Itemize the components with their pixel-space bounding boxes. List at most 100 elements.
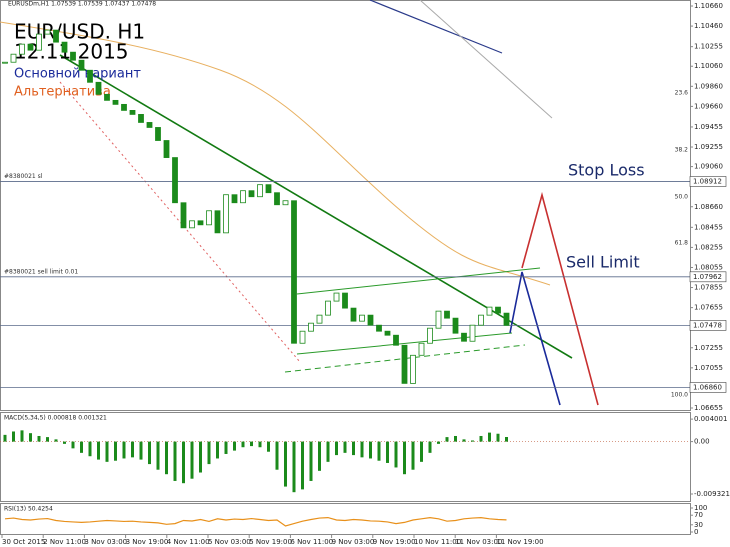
candle [316,314,323,324]
candle [384,330,391,336]
y-tick-label: 1.08055 [694,263,723,271]
level-label: 1.08912 [693,177,722,185]
fib-label: 61.8 [675,240,689,247]
macd-bar [29,433,32,442]
macd-bar [173,441,177,481]
candle [435,310,442,329]
macd-bar [156,441,160,470]
level-box [689,320,727,331]
candle [172,157,178,204]
macd-bar [207,441,211,465]
y-tick-label: 1.09660 [694,102,723,110]
main-scenario-label: Основной вариант [14,67,141,82]
macd-bar [377,441,381,461]
header: EURUSDm,H1 1.07539 1.07539 1.07437 1.074… [8,1,156,8]
candle [469,324,476,342]
y-tick-label: 0 [694,528,698,536]
level-name: #8380021 sell limit 0.01 [4,268,78,275]
alternative-label: Альтернатива [14,85,111,100]
candle [70,51,76,61]
y-tick-label: 1.09455 [694,123,723,131]
channel-line [296,332,513,355]
candle [206,210,212,226]
candle [342,292,348,309]
candle [495,306,501,314]
macd-bar [386,441,389,463]
x-tick-label: 30 Oct 2015 [2,538,45,546]
candle [10,53,17,63]
macd-bar [216,441,219,459]
sell-limit-label: Sell Limit [566,253,640,272]
candle [265,184,272,194]
candle [274,192,280,206]
y-tick-label: 1.09060 [694,163,723,171]
macd-bar [241,441,245,448]
candle [95,81,102,95]
chart-title: EUR/USD. H1 [14,20,145,44]
candle [36,33,42,51]
macd-bar [411,441,415,470]
fib-label: 38.2 [675,147,689,154]
macd-bar [131,441,134,458]
candle [282,200,289,206]
candle [308,322,314,332]
level-label: 1.06860 [693,383,722,391]
macd-bar [352,441,355,456]
candle [376,324,382,332]
macd-bar [165,441,168,475]
macd-bar [37,435,41,442]
candle [163,140,170,158]
candle [87,69,93,83]
candle [19,43,25,55]
macd-bar [88,441,92,457]
level-box [689,382,727,393]
macd-bar [105,441,109,462]
macd-bar [54,439,58,442]
candle [503,312,510,326]
candle [112,99,119,105]
macd-bar [454,435,457,442]
macd-bar [199,441,202,473]
panel-title: MACD(5,34,5) 0.000818 0.001321 [4,415,107,422]
macd-panel [0,412,691,502]
rsi-panel [0,503,691,535]
macd-bar [148,441,151,465]
y-tick-label: 1.10255 [694,43,723,51]
macd-bar [488,432,491,442]
candle [418,342,425,356]
panel-title: RSI(13) 50.4254 [4,506,53,513]
candle [61,41,68,53]
x-tick-label: 3 Nov 03:00 [84,538,127,546]
rsi-line [4,516,507,527]
macd-bar [360,441,364,458]
candle [53,29,59,43]
macd-bar [63,441,66,444]
x-tick-label: 5 Nov 03:00 [208,538,251,546]
fib-label: 100.0 [671,392,688,399]
moving-average [0,21,551,286]
candle [121,103,127,111]
y-tick-label: 0.00 [694,438,710,446]
macd-bar [267,441,270,452]
x-tick-label: 11 Nov 19:00 [496,538,543,546]
candle [2,61,8,64]
fib-label: 23.6 [675,90,689,97]
main-panel [0,0,691,411]
candle [129,110,136,115]
y-tick-label: 1.07655 [694,304,723,312]
candle [214,210,221,234]
macd-bar [343,441,347,453]
candle [393,334,399,346]
moving-average [369,0,503,54]
candle [333,292,340,302]
candle [461,332,467,342]
candle [138,114,144,123]
fib-label: 50.0 [675,194,689,201]
y-tick-label: 1.07055 [694,364,723,372]
y-tick-label: 1.07255 [694,344,723,352]
candle [189,220,195,229]
macd-bar [292,441,296,493]
candle [367,314,374,326]
macd-bar [122,441,126,459]
x-tick-label: 2 Nov 11:00 [43,538,86,546]
